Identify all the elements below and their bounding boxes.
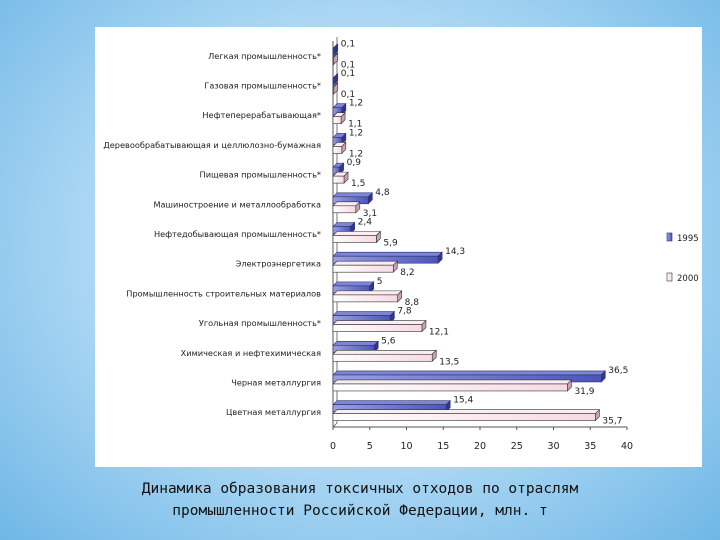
data-label-1995: 1,2: [349, 99, 363, 109]
x-tick-label: 0: [330, 441, 336, 452]
bar-2000: [332, 413, 596, 421]
bar-1995: [332, 77, 335, 86]
data-label-2000: 5,9: [383, 239, 398, 249]
x-tick-label: 20: [474, 441, 486, 452]
bar-1995-top: [332, 281, 375, 287]
bar-2000-top: [332, 349, 437, 355]
bar-1995-top: [332, 192, 374, 198]
category-label: Нефтеперерабатывающая*: [202, 110, 321, 120]
data-label-1995: 0,1: [341, 69, 355, 79]
data-label-2000: 31,9: [574, 387, 594, 397]
bar-2000: [332, 383, 568, 392]
legend-swatch-2000: [666, 272, 673, 282]
x-tick-label: 35: [584, 441, 596, 452]
data-label-1995: 36,5: [608, 366, 628, 376]
data-label-1995: 2,4: [358, 218, 373, 228]
data-label-1995: 15,4: [453, 396, 473, 406]
bar-2000-top: [332, 320, 427, 325]
bar-1995-top: [332, 311, 396, 316]
bar-2000: [332, 86, 335, 95]
bar-2000: [332, 146, 343, 154]
data-label-1995: 5,6: [381, 336, 396, 346]
legend-label-1995: 1995: [677, 234, 699, 244]
chart-panel: 0 5 10 15 20 25 30 35 40 Легкая промышленность* 0,…: [95, 27, 702, 467]
data-label-2000: 0,1: [341, 90, 355, 100]
bar-1995-top: [332, 340, 379, 346]
data-label-2000: 8,8: [405, 298, 420, 308]
category-label: Цветная металлургия: [226, 407, 321, 417]
bar-2000: [332, 116, 342, 125]
data-label-2000: 0,1: [341, 60, 355, 70]
legend-label-2000: 2000: [677, 274, 699, 284]
bar-1995-top: [332, 370, 606, 376]
data-label-2000: 3,1: [363, 209, 377, 219]
data-label-1995: 5: [377, 277, 383, 287]
data-label-2000: 1,5: [351, 179, 365, 189]
data-label-1995: 0,1: [341, 39, 355, 49]
bar-chart: 0 5 10 15 20 25 30 35 40 Легкая промышленность* 0,…: [103, 37, 699, 452]
data-label-2000: 8,2: [400, 268, 414, 278]
caption-line-2: промышленности Российской Федерации, млн…: [172, 503, 548, 519]
axis-corner: [332, 422, 338, 428]
category-label: Химическая и нефтехимическая: [181, 348, 321, 358]
category-label: Газовая промышленность*: [204, 81, 321, 91]
x-tick-label: 25: [511, 441, 523, 452]
bar-2000: [332, 57, 335, 65]
data-label-2000: 12,1: [429, 328, 449, 338]
bar-2000: [332, 264, 394, 273]
bar-2000-top: [332, 290, 403, 296]
caption-line-1: Динамика образования токсичных отходов п…: [141, 481, 579, 497]
bar-2000-top: [332, 201, 361, 207]
bar-2000: [332, 294, 398, 303]
data-label-2000: 1,1: [348, 120, 362, 130]
legend-swatch-1995: [666, 232, 673, 242]
chart-caption: Динамика образования токсичных отходов п…: [40, 478, 680, 522]
bar-2000: [332, 353, 433, 362]
x-tick-label: 30: [547, 441, 559, 452]
data-label-2000: 35,7: [602, 417, 622, 427]
bar-2000: [332, 235, 377, 243]
data-label-1995: 1,2: [349, 128, 363, 138]
category-label: Угольная промышленность*: [199, 318, 321, 328]
category-label: Черная металлургия: [231, 377, 321, 387]
bar-2000-top: [332, 260, 398, 266]
data-label-1995: 7,8: [397, 307, 412, 317]
x-tick-label: 40: [621, 441, 633, 452]
bar-2000: [332, 324, 423, 332]
x-tick-label: 15: [437, 441, 449, 452]
data-label-1995: 14,3: [445, 247, 465, 257]
category-label: Нефтедобывающая промышленность*: [154, 229, 321, 239]
data-label-2000: 13,5: [439, 357, 459, 367]
data-label-1995: 4,8: [375, 188, 390, 198]
data-label-1995: 0,9: [347, 158, 362, 168]
category-label: Пищевая промышленность*: [200, 170, 321, 180]
category-label: Деревообрабатывающая и целлюлозно-бумажн…: [103, 140, 321, 150]
x-tick-label: 5: [367, 441, 373, 452]
bar-1995-top: [332, 400, 451, 405]
bar-1995-top: [332, 251, 443, 257]
category-label: Легкая промышленность*: [208, 51, 321, 61]
category-label: Электроэнергетика: [236, 259, 321, 269]
bar-2000-top: [332, 379, 573, 385]
bar-2000: [332, 205, 357, 214]
bar-1995: [332, 48, 335, 56]
category-label: Машиностроение и металлообработка: [153, 199, 321, 209]
category-label: Промышленность строительных материалов: [126, 288, 321, 298]
data-label-2000: 1,2: [349, 149, 363, 159]
x-tick-label: 10: [400, 441, 412, 452]
bar-2000-top: [332, 231, 382, 236]
bar-2000-top: [332, 409, 601, 414]
bar-2000: [332, 175, 345, 184]
